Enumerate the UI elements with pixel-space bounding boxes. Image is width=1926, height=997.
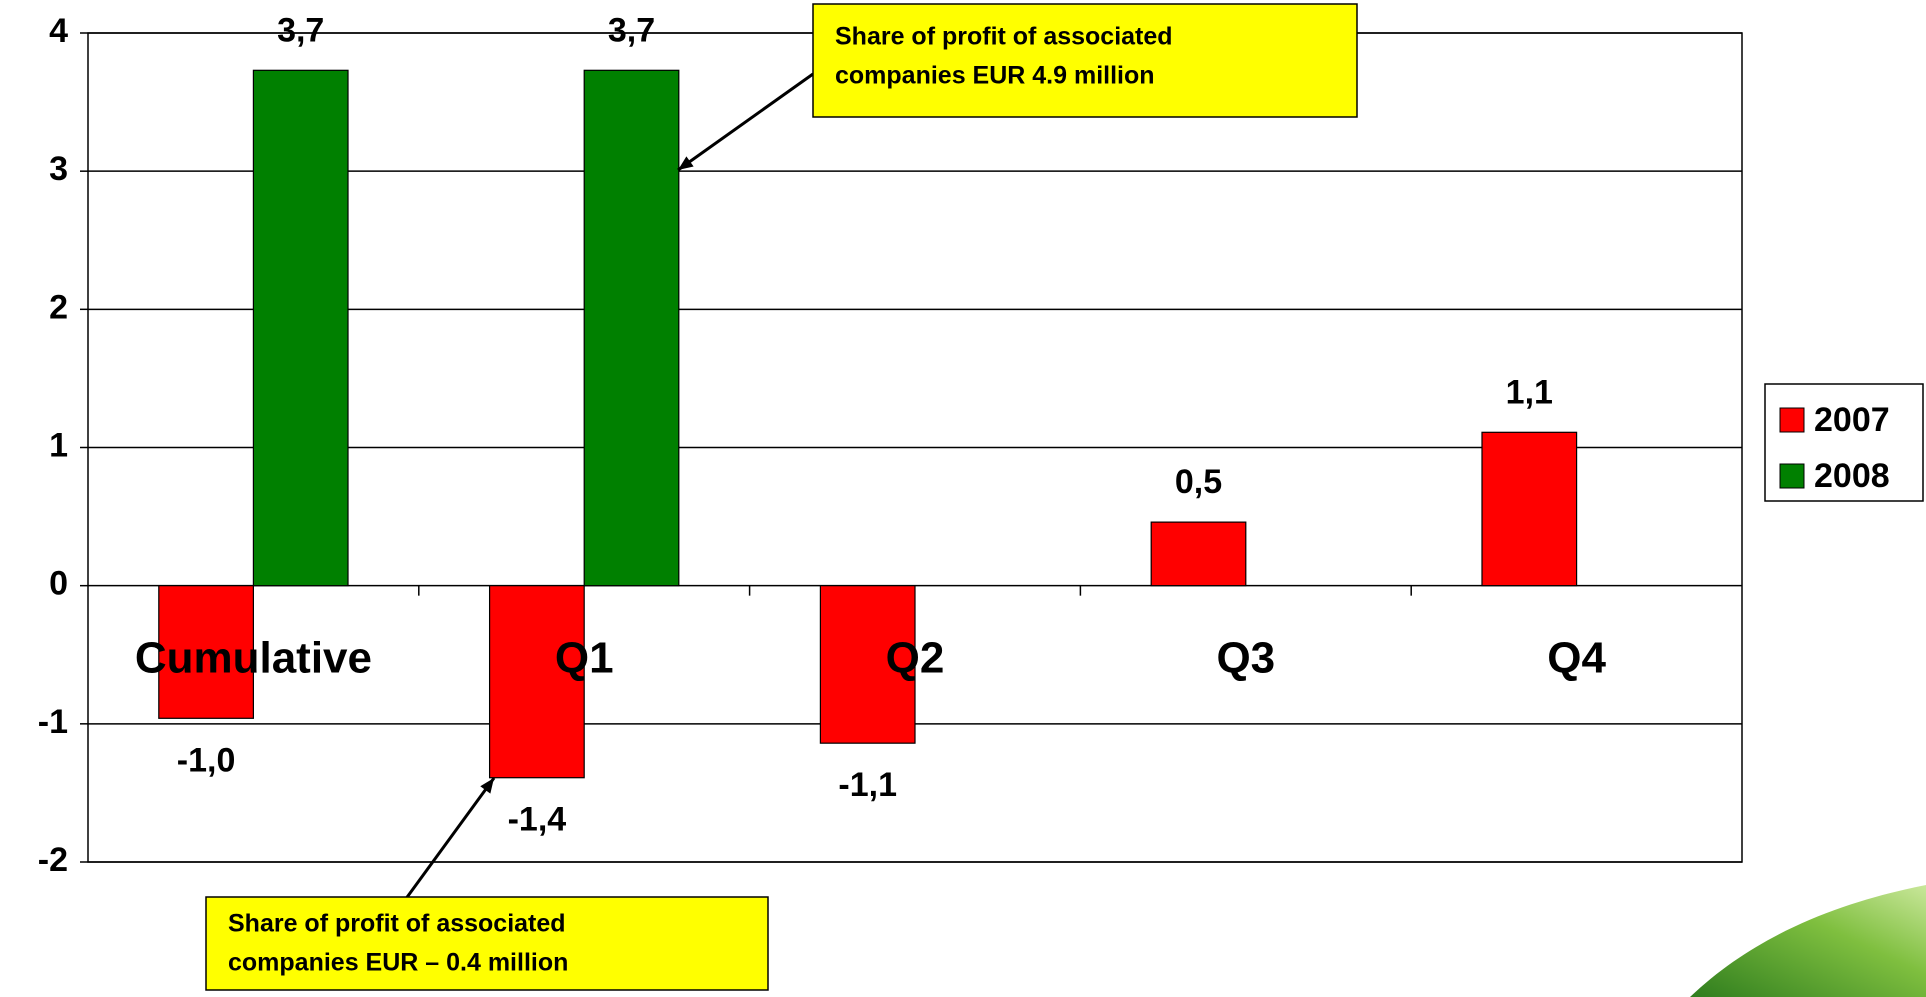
legend-swatch (1780, 408, 1804, 432)
y-tick-label: 0 (49, 565, 68, 603)
data-label: 3,7 (608, 11, 655, 49)
decoration-leaf (1690, 885, 1926, 997)
bar (253, 70, 348, 585)
y-tick-label: -1 (38, 703, 68, 741)
data-label: -1,0 (177, 741, 236, 779)
x-tick-label: Q2 (886, 634, 945, 683)
y-tick-label: 4 (49, 12, 68, 50)
bar (1151, 522, 1246, 586)
annotation-text: Share of profit of associated (835, 23, 1173, 51)
annotation-text: companies EUR 4.9 million (835, 62, 1155, 90)
y-tick-label: 2 (49, 288, 68, 326)
legend-swatch (1780, 464, 1804, 488)
bar (584, 70, 679, 585)
x-tick-label: Q1 (555, 634, 614, 683)
legend-label: 2007 (1814, 401, 1890, 439)
annotation-arrowhead (480, 778, 494, 794)
data-label: -1,4 (508, 801, 567, 839)
x-tick-label: Q3 (1216, 634, 1275, 683)
data-label: 1,1 (1506, 373, 1553, 411)
annotation-arrow (678, 74, 813, 170)
chart: -2 -1 0 1 2 3 4 -1,0 -1,4 -1,1 0,5 1,1 3,7 3,7 Cumulat… (0, 0, 1926, 997)
annotation-box (813, 4, 1357, 117)
annotation-arrow (405, 778, 494, 900)
annotation-arrowhead (678, 156, 694, 170)
legend-label: 2008 (1814, 457, 1890, 495)
x-tick-label: Cumulative (135, 634, 372, 683)
annotation-text: Share of profit of associated (228, 910, 566, 938)
data-label: 0,5 (1175, 463, 1222, 501)
y-tick-label: 3 (49, 150, 68, 188)
annotation-text: companies EUR – 0.4 million (228, 949, 568, 977)
x-tick-label: Q4 (1547, 634, 1606, 683)
y-tick-label: 1 (49, 426, 68, 464)
data-label: 3,7 (277, 11, 324, 49)
data-label: -1,1 (838, 766, 897, 804)
bar (1482, 432, 1577, 585)
y-tick-label: -2 (38, 841, 68, 879)
